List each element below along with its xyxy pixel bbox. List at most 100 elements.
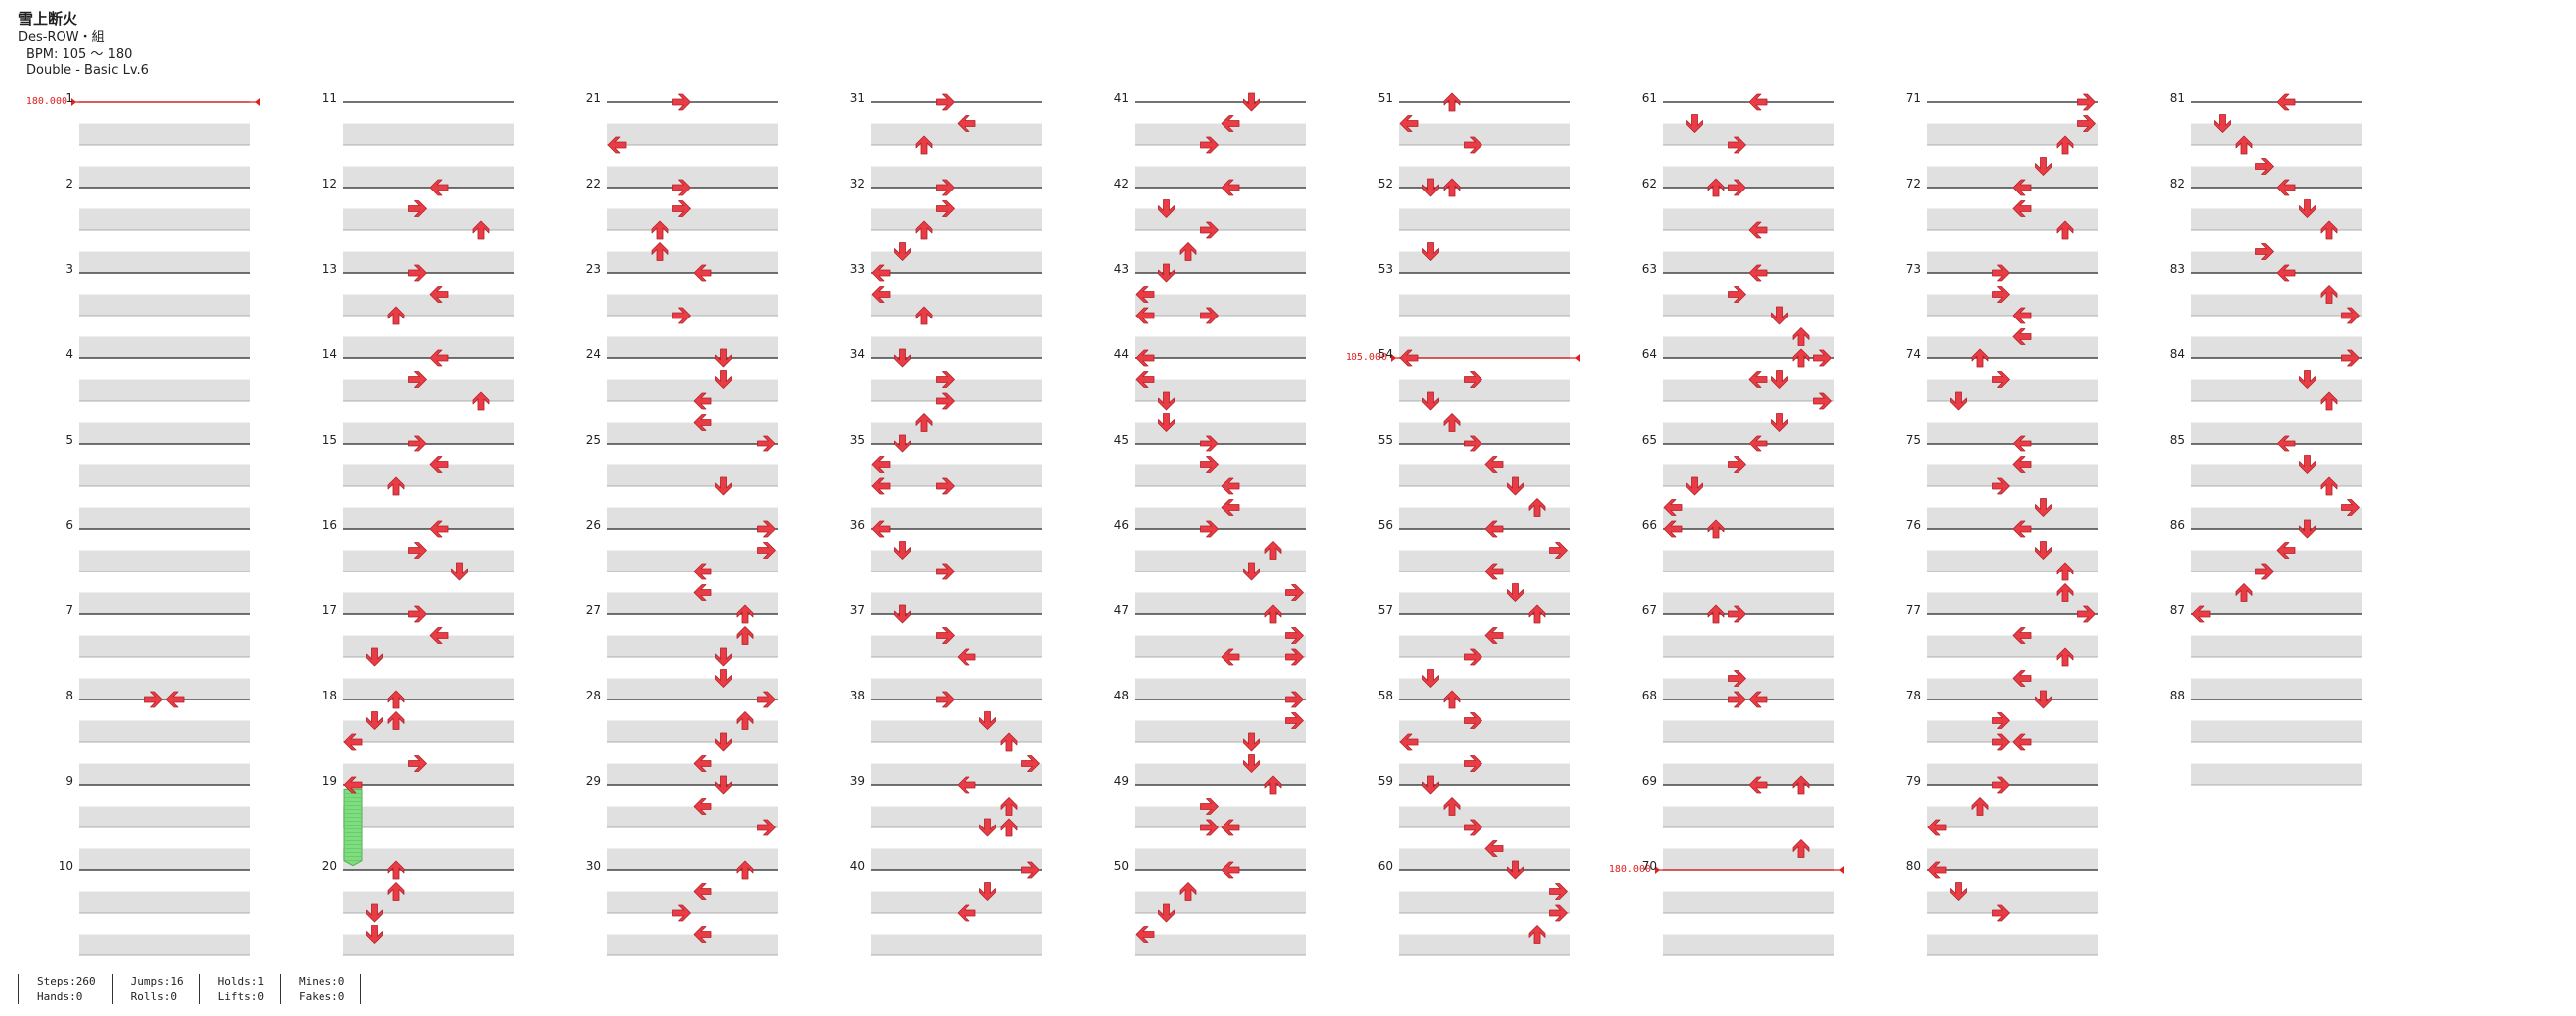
beat-band (79, 678, 250, 699)
arrow-right-icon (1200, 456, 1219, 473)
arrow-down-icon (2035, 690, 2052, 709)
arrow-shape (1021, 861, 1040, 879)
measure (871, 357, 1042, 444)
arrow-left-icon (1221, 115, 1240, 132)
arrow-shape (1507, 476, 1524, 496)
measure (1399, 869, 1570, 956)
arrow-shape (2035, 157, 2052, 176)
measure (2191, 101, 2362, 189)
arrow-up-icon (2056, 562, 2074, 581)
arrow-down-icon (715, 669, 732, 688)
arrow-shape (429, 627, 449, 644)
arrow-right-icon (2341, 499, 2360, 516)
beat-band (1927, 507, 2098, 529)
arrow-left-icon (693, 264, 712, 282)
measure-number: 80 (1905, 859, 1921, 873)
arrow-left-icon (1748, 264, 1768, 282)
arrow-shape (1992, 904, 2010, 922)
arrow-shape (1484, 840, 1504, 857)
beat-band (871, 251, 1042, 273)
arrow-down-icon (894, 434, 911, 453)
arrow-right-icon (1464, 819, 1482, 836)
arrow-left-icon (693, 883, 712, 900)
arrow-shape (408, 200, 427, 217)
arrow-down-icon (366, 711, 383, 730)
beat-band (1399, 891, 1570, 913)
beat-band (607, 934, 778, 955)
arrow-shape (871, 520, 891, 538)
measure-number: 2 (65, 177, 73, 190)
arrow-up-icon (915, 135, 933, 155)
arrow-left-icon (429, 179, 449, 196)
arrow-up-icon (387, 860, 405, 880)
measure-number: 82 (2169, 177, 2185, 190)
arrow-shape (1221, 477, 1240, 495)
measure (1927, 528, 2098, 615)
arrow-shape (1464, 371, 1482, 388)
arrow-right-icon (1464, 371, 1482, 388)
beat-band (871, 763, 1042, 785)
measure-number: 63 (1641, 262, 1657, 276)
measure (607, 698, 778, 786)
beat-band (1135, 763, 1306, 785)
arrow-shape (429, 179, 449, 196)
measure-number: 51 (1377, 91, 1393, 105)
arrow-up-icon (1443, 92, 1461, 112)
arrow-shape (1179, 242, 1197, 261)
arrow-right-icon (672, 93, 691, 111)
beat-band (871, 166, 1042, 188)
beat-band (79, 166, 250, 188)
beat-band (1135, 464, 1306, 486)
measure (607, 784, 778, 871)
arrow-shape (2056, 647, 2074, 667)
stat-hands: Hands:0 (37, 990, 83, 1003)
arrow-shape (2255, 563, 2274, 580)
arrow-shape (2035, 541, 2052, 560)
stat-group-mines: Mines:0 Fakes:0 (279, 974, 362, 1004)
arrow-shape (757, 542, 776, 559)
arrow-shape (1950, 391, 1967, 411)
arrow-shape (936, 371, 955, 388)
arrow-shape (979, 711, 996, 730)
beat-band (343, 592, 514, 614)
beat-band (1399, 848, 1570, 870)
beat-band (1399, 251, 1570, 273)
arrow-shape (2077, 605, 2096, 623)
arrow-left-icon (1484, 563, 1504, 580)
arrow-right-icon (408, 755, 427, 772)
arrow-down-icon (1771, 306, 1788, 325)
beat-band (1135, 422, 1306, 444)
arrow-shape (979, 818, 996, 837)
arrow-shape (387, 711, 405, 730)
arrow-shape (1221, 499, 1240, 516)
stat-rolls: Rolls:0 (130, 990, 177, 1003)
arrow-shape (1158, 413, 1175, 432)
arrow-shape (1927, 819, 1947, 836)
beat-band (607, 891, 778, 913)
arrow-down-icon (715, 476, 732, 496)
beat-band (1663, 720, 1834, 742)
measure-number: 72 (1905, 177, 1921, 190)
beat-band (1399, 678, 1570, 699)
measure (1663, 101, 1834, 189)
arrow-down-icon (715, 732, 732, 752)
beat-band (1927, 720, 2098, 742)
measure-number: 35 (849, 433, 865, 446)
measure (1135, 613, 1306, 700)
beat-band (607, 294, 778, 316)
arrow-shape (2191, 605, 2211, 623)
arrow-shape (1243, 732, 1260, 752)
measure (1927, 613, 2098, 700)
arrow-right-icon (936, 371, 955, 388)
beat-band (1927, 251, 2098, 273)
beat-band (343, 934, 514, 955)
arrow-right-icon (757, 435, 776, 452)
arrow-shape (1728, 136, 1746, 154)
arrow-shape (936, 93, 955, 111)
arrow-down-icon (894, 348, 911, 368)
arrow-left-icon (1484, 627, 1504, 644)
arrow-shape (1792, 327, 1810, 346)
arrow-right-icon (1200, 520, 1219, 538)
beat-band (2191, 379, 2362, 401)
measure-number: 1 (65, 91, 73, 105)
